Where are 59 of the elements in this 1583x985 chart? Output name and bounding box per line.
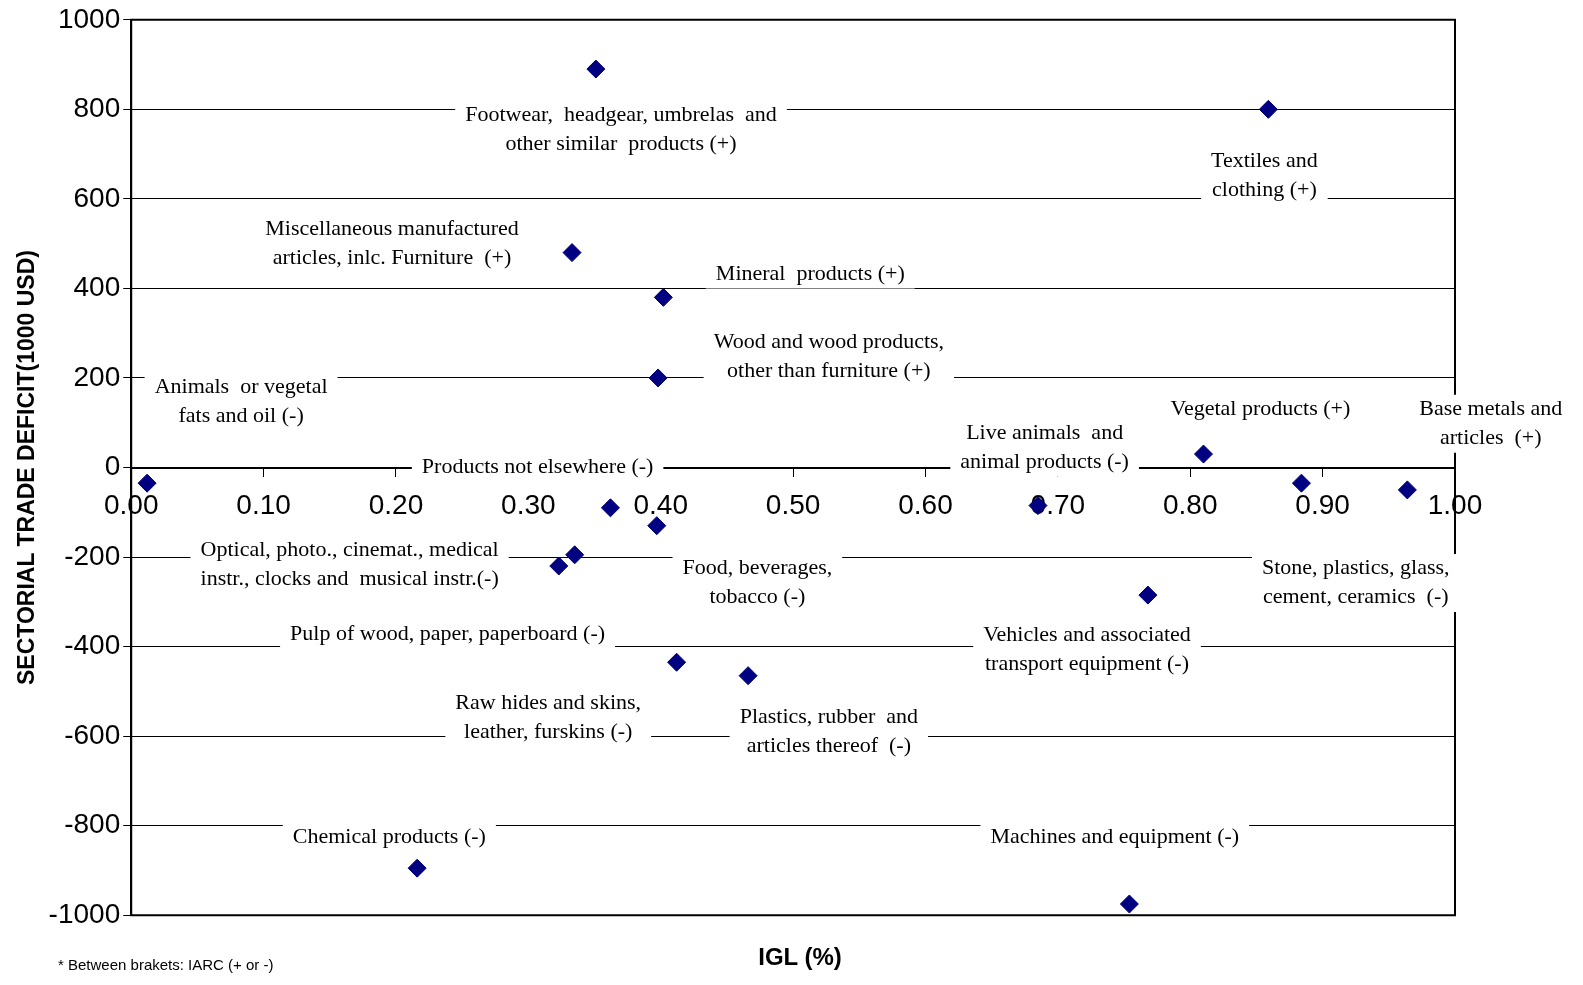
annotation: Plastics, rubber and articles thereof (-) — [739, 702, 919, 757]
x-tick-label: 0.30 — [501, 489, 556, 521]
annotation: Textiles and clothing (+) — [1211, 146, 1318, 201]
annotation: Base metals and articles (+) — [1419, 394, 1563, 449]
text: * Between brakets: IARC (+ or -) — [58, 956, 274, 973]
point — [647, 516, 667, 536]
annotation: Miscellaneous manufactured articles, inlc. Furniture (+) — [265, 214, 519, 269]
y-tick-label: -400 — [64, 629, 121, 661]
point — [1193, 444, 1213, 464]
point — [407, 858, 427, 878]
x-tick-label: 0.80 — [1162, 489, 1218, 521]
x-tick-label: 0.10 — [236, 489, 291, 521]
point — [653, 287, 673, 307]
annotation: Machines and equipment (-) — [990, 823, 1240, 849]
y-tick-label: -600 — [64, 718, 121, 750]
x-tick-label: 0.90 — [1295, 489, 1350, 521]
annotation: Vegetal products (+) — [1170, 395, 1351, 421]
point — [1258, 99, 1278, 119]
y-tick-label: 0 — [104, 450, 121, 482]
point — [549, 556, 569, 576]
y-tick-label: -200 — [64, 539, 121, 571]
point — [600, 498, 620, 518]
y-tick-label: 600 — [73, 181, 121, 213]
annotation: Optical, photo., cinemat., medical instr., clocks and musical instr.(-) — [200, 536, 499, 591]
point — [667, 652, 687, 672]
y-tick-label: 200 — [73, 360, 121, 392]
point — [1119, 894, 1139, 914]
y-tick-label: -800 — [64, 808, 121, 840]
annotation: Live animals and animal products (-) — [960, 419, 1129, 474]
annotation: Pulp of wood, paper, paperboard (-) — [290, 619, 606, 645]
annotation: Chemical products (-) — [292, 823, 486, 849]
annotation: Raw hides and skins, leather, furskins (-) — [455, 688, 642, 743]
x-tick-label: 0.20 — [368, 489, 424, 521]
point — [562, 243, 582, 263]
x-tick-label: 0.60 — [898, 489, 953, 521]
point — [648, 368, 668, 388]
point — [565, 545, 585, 565]
annotation: Wood and wood products, other than furniture (+) — [713, 327, 945, 382]
y-tick-label: 800 — [73, 92, 121, 124]
y-axis-title: SECTORIAL TRADE DEFICIT(1000 USD) — [13, 250, 40, 685]
annotation: Vehicles and associated transport equipment (-) — [983, 620, 1191, 675]
annotation: Food, beverages, tobacco (-) — [682, 554, 833, 609]
x-tick-label: 0.40 — [633, 489, 688, 521]
x-tick-label: 0.50 — [765, 489, 821, 521]
point — [137, 473, 157, 493]
annotation: Footwear, headgear, umbrelas and other similar products (+) — [465, 101, 777, 156]
y-tick-label: 1000 — [57, 2, 121, 34]
point — [1397, 480, 1417, 500]
annotation: Products not elsewhere (-) — [421, 453, 654, 479]
point — [738, 666, 758, 686]
point — [1138, 585, 1158, 605]
annotation: Stone, plastics, glass, cement, ceramics (-) — [1261, 554, 1450, 609]
point — [1291, 473, 1311, 493]
annotation: Mineral products (+) — [715, 259, 905, 285]
y-tick-label: -1000 — [48, 897, 121, 929]
point — [586, 59, 606, 79]
y-tick-label: 400 — [73, 271, 121, 303]
x-axis-title: IGL (%) — [758, 943, 842, 970]
annotation: Animals or vegetal fats and oil (-) — [154, 372, 328, 427]
